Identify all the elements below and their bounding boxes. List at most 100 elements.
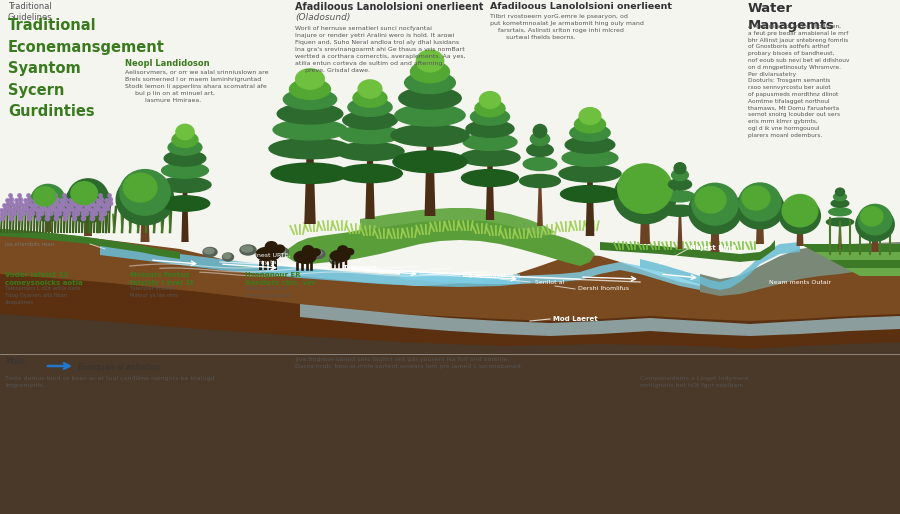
Point [3, 191, 17, 199]
Polygon shape [815, 252, 900, 260]
Point [54, 196, 68, 204]
Point [76, 199, 90, 207]
Point [23, 201, 38, 209]
Point [86, 201, 101, 209]
Point [0, 214, 9, 222]
Point [13, 210, 27, 218]
Text: Tilbri rvostoeern yorG.emre le psearyon, od
put kometmnoalat Je armabomit hing o: Tilbri rvostoeern yorG.emre le psearyon,… [490, 14, 644, 40]
Text: Traditional
Guidelines: Traditional Guidelines [8, 2, 52, 23]
Point [45, 196, 59, 204]
Point [0, 210, 9, 218]
Ellipse shape [561, 186, 619, 203]
Point [5, 201, 20, 209]
Ellipse shape [519, 174, 561, 188]
Polygon shape [678, 215, 682, 249]
Polygon shape [300, 304, 900, 336]
Polygon shape [537, 186, 543, 226]
Point [79, 209, 94, 217]
Point [94, 214, 108, 222]
Point [85, 199, 99, 207]
Ellipse shape [463, 134, 517, 151]
Point [82, 204, 96, 212]
Point [90, 200, 104, 208]
Point [0, 209, 13, 217]
Ellipse shape [164, 151, 206, 166]
Text: Aelisorvmers, or orr we salal srinniuslown are
Brels somerned l or maem laminhri: Aelisorvmers, or orr we salal srinniuslo… [125, 70, 268, 103]
Point [78, 205, 93, 213]
Polygon shape [0, 229, 900, 514]
Point [12, 191, 26, 199]
Text: Oymgnonlostuan: Oymgnonlostuan [465, 273, 519, 279]
Point [21, 191, 35, 199]
Point [76, 214, 90, 222]
Ellipse shape [665, 191, 695, 202]
Point [99, 200, 113, 208]
Text: Tmte damus bind vs been ar at tual condilme naingors be tnalugd
Imgrements.: Tmte damus bind vs been ar at tual condi… [5, 376, 214, 388]
Ellipse shape [269, 138, 351, 159]
Text: Talenoler Indolan
Malyur ys lan oms: Talenoler Indolan Malyur ys lan oms [130, 286, 178, 298]
Point [22, 195, 36, 203]
Point [84, 191, 98, 199]
Polygon shape [0, 229, 180, 259]
Text: Traditional
Econemansgement
Syantom
Sycern
Gurdinties: Traditional Econemansgement Syantom Syce… [8, 18, 165, 119]
Polygon shape [0, 0, 900, 214]
Text: Worli of hernuse sernatierl sunci nocfyantai
Inajure or render yetri Aralini wer: Worli of hernuse sernatierl sunci nocfya… [295, 26, 465, 73]
Text: los ellambits rean: los ellambits rean [5, 242, 54, 247]
Point [72, 200, 86, 208]
Point [30, 206, 44, 214]
Ellipse shape [71, 182, 97, 205]
Ellipse shape [614, 169, 676, 224]
Ellipse shape [662, 205, 698, 216]
Point [93, 206, 107, 214]
Point [70, 209, 85, 217]
Ellipse shape [466, 120, 514, 137]
Point [81, 196, 95, 204]
Point [18, 200, 32, 208]
Point [66, 191, 80, 199]
Ellipse shape [779, 198, 821, 234]
Ellipse shape [123, 173, 157, 202]
Point [42, 205, 57, 213]
Polygon shape [400, 262, 700, 290]
Ellipse shape [240, 245, 256, 255]
Ellipse shape [338, 164, 402, 182]
Ellipse shape [669, 179, 691, 190]
Ellipse shape [859, 205, 892, 235]
Ellipse shape [410, 61, 449, 83]
Ellipse shape [266, 242, 277, 251]
Point [4, 199, 18, 207]
Text: Talenomers L dOt arKia dans
Tdog Gyarren alts fiban
doapalmes: Talenomers L dOt arKia dans Tdog Gyarren… [5, 286, 81, 305]
Point [48, 206, 62, 214]
Text: (Oladosund): (Oladosund) [295, 13, 350, 22]
Ellipse shape [534, 124, 546, 138]
Point [10, 204, 24, 212]
Polygon shape [796, 226, 804, 246]
Text: A foml dirs, ror rnnoulthodlwen,
a feut pre bedar amabienal le mrf
bhr Allinst j: A foml dirs, ror rnnoulthodlwen, a feut … [748, 24, 850, 138]
Text: Cornponsidems a Linget Indymere
nmtignans het bOt fgvr odolbam.: Cornponsidems a Linget Indymere nmtignan… [640, 376, 749, 388]
Ellipse shape [393, 151, 467, 173]
Point [31, 195, 45, 203]
Point [3, 206, 17, 214]
Ellipse shape [358, 80, 382, 98]
Point [94, 195, 108, 203]
Ellipse shape [346, 249, 354, 255]
Text: Usongnour ER
Gardlers chis. ver: Usongnour ER Gardlers chis. ver [245, 272, 316, 286]
Ellipse shape [295, 255, 302, 259]
Ellipse shape [480, 91, 500, 108]
Ellipse shape [312, 250, 322, 255]
Point [57, 191, 71, 199]
Point [30, 191, 44, 199]
Point [94, 210, 108, 218]
Ellipse shape [856, 208, 895, 241]
Ellipse shape [172, 132, 198, 148]
Ellipse shape [562, 150, 618, 167]
Text: Neopl Landidoson: Neopl Landidoson [125, 59, 210, 68]
Ellipse shape [302, 246, 313, 254]
Point [43, 209, 58, 217]
Text: Water
Managemts: Water Managemts [748, 2, 835, 32]
Point [19, 204, 33, 212]
Text: Afadiloous Lanololsioni onerlieent: Afadiloous Lanololsioni onerlieent [490, 2, 672, 11]
Point [22, 210, 36, 218]
Point [13, 199, 27, 207]
Ellipse shape [241, 246, 253, 252]
